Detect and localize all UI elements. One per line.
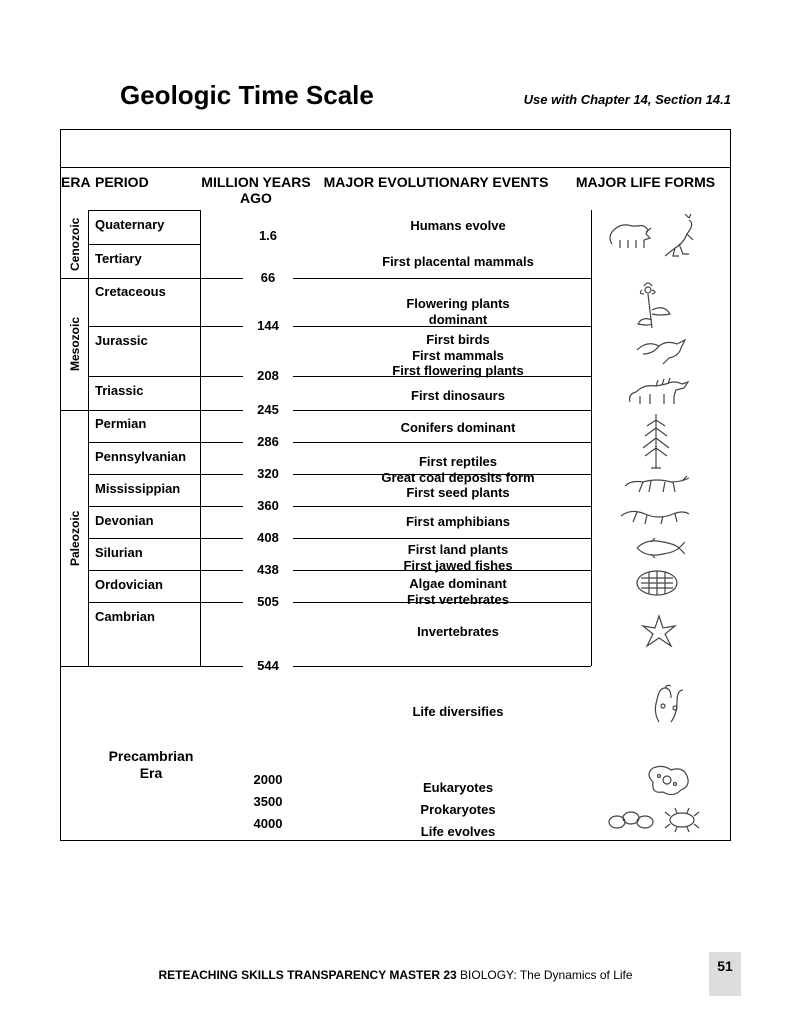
rhino-icon [606,218,654,252]
mya-value: 3500 [243,794,293,809]
table-body: Cenozoic Mesozoic Paleozoic Quaternary T… [61,210,730,840]
header-era: ERA [61,174,89,206]
blank-header-band [60,130,731,168]
header-mya: MILLION YEARS AGO [201,174,311,206]
mya-value: 438 [243,562,293,577]
event-text: Life diversifies [343,704,573,720]
period-cambrian: Cambrian [89,602,201,666]
period-jurassic: Jurassic [89,326,201,376]
mya-value: 360 [243,498,293,513]
event-text: First dinosaurs [343,388,573,404]
mya-value: 2000 [243,772,293,787]
time-scale-table: ERA PERIOD MILLION YEARS AGO MAJOR EVOLU… [60,129,731,841]
cells-icon [607,808,655,830]
sponge-icon [649,682,687,726]
chapter-ref: Use with Chapter 14, Section 14.1 [524,92,731,107]
event-text: Invertebrates [343,624,573,640]
precambrian-era-label: Precambrian Era [101,748,201,782]
trilobite-icon [633,568,681,598]
kangaroo-icon [661,214,701,258]
starfish-icon [639,612,679,652]
event-text: Prokaryotes [343,802,573,818]
event-text: Humans evolve [343,218,573,234]
page-title: Geologic Time Scale [120,80,374,111]
event-text: Eukaryotes [343,780,573,796]
mya-value: 4000 [243,816,293,831]
period-ordovician: Ordovician [89,570,201,602]
event-text: Flowering plantsdominant [343,296,573,327]
mya-value: 408 [243,530,293,545]
footer: RETEACHING SKILLS TRANSPARENCY MASTER 23… [0,968,791,982]
event-text: First reptilesGreat coal deposits formFi… [343,454,573,501]
period-pennsylvanian: Pennsylvanian [89,442,201,474]
page-number: 51 [709,952,741,996]
period-cretaceous: Cretaceous [89,278,201,326]
rule-line [61,278,591,279]
fish-icon [631,536,685,560]
mya-value: 1.6 [243,228,293,243]
event-text: Conifers dominant [343,420,573,436]
event-text: First amphibians [343,514,573,530]
mya-value: 544 [243,658,293,673]
precambrian-2: Era [140,765,163,781]
bird-icon [633,338,687,368]
rule-line [61,410,591,411]
period-tertiary: Tertiary [89,244,201,278]
dinosaur-icon [626,374,690,408]
era-paleozoic: Paleozoic [61,410,89,666]
mya-value: 144 [243,318,293,333]
header-events: MAJOR EVOLUTIONARY EVENTS [311,174,561,206]
bacterium-icon [663,806,701,834]
mya-value: 208 [243,368,293,383]
flower-icon [636,280,676,332]
period-devonian: Devonian [89,506,201,538]
period-mississippian: Mississippian [89,474,201,506]
event-text: First land plantsFirst jawed fishes [343,542,573,573]
era-cenozoic: Cenozoic [61,210,89,278]
period-triassic: Triassic [89,376,201,410]
header-life: MAJOR LIFE FORMS [561,174,730,206]
footer-normal: BIOLOGY: The Dynamics of Life [457,968,633,982]
life-forms-border [591,210,592,666]
era-mesozoic: Mesozoic [61,278,89,410]
mya-value: 505 [243,594,293,609]
period-silurian: Silurian [89,538,201,570]
precambrian-1: Precambrian [109,748,194,764]
footer-bold: RETEACHING SKILLS TRANSPARENCY MASTER 23 [158,968,456,982]
event-text: First birdsFirst mammalsFirst flowering … [343,332,573,379]
period-quaternary: Quaternary [89,210,201,244]
period-permian: Permian [89,410,201,442]
mya-value: 245 [243,402,293,417]
column-headers: ERA PERIOD MILLION YEARS AGO MAJOR EVOLU… [61,168,730,210]
salamander-icon [619,504,691,528]
header-period: PERIOD [89,174,201,206]
event-text: Algae dominantFirst vertebrates [343,576,573,607]
mya-value: 66 [243,270,293,285]
lizard-icon [621,472,691,498]
event-text: Life evolves [343,824,573,840]
mya-value: 320 [243,466,293,481]
amoeba-icon [643,762,693,800]
mya-value: 286 [243,434,293,449]
event-text: First placental mammals [343,254,573,270]
rule-line [61,666,591,667]
conifer-icon [641,412,671,472]
